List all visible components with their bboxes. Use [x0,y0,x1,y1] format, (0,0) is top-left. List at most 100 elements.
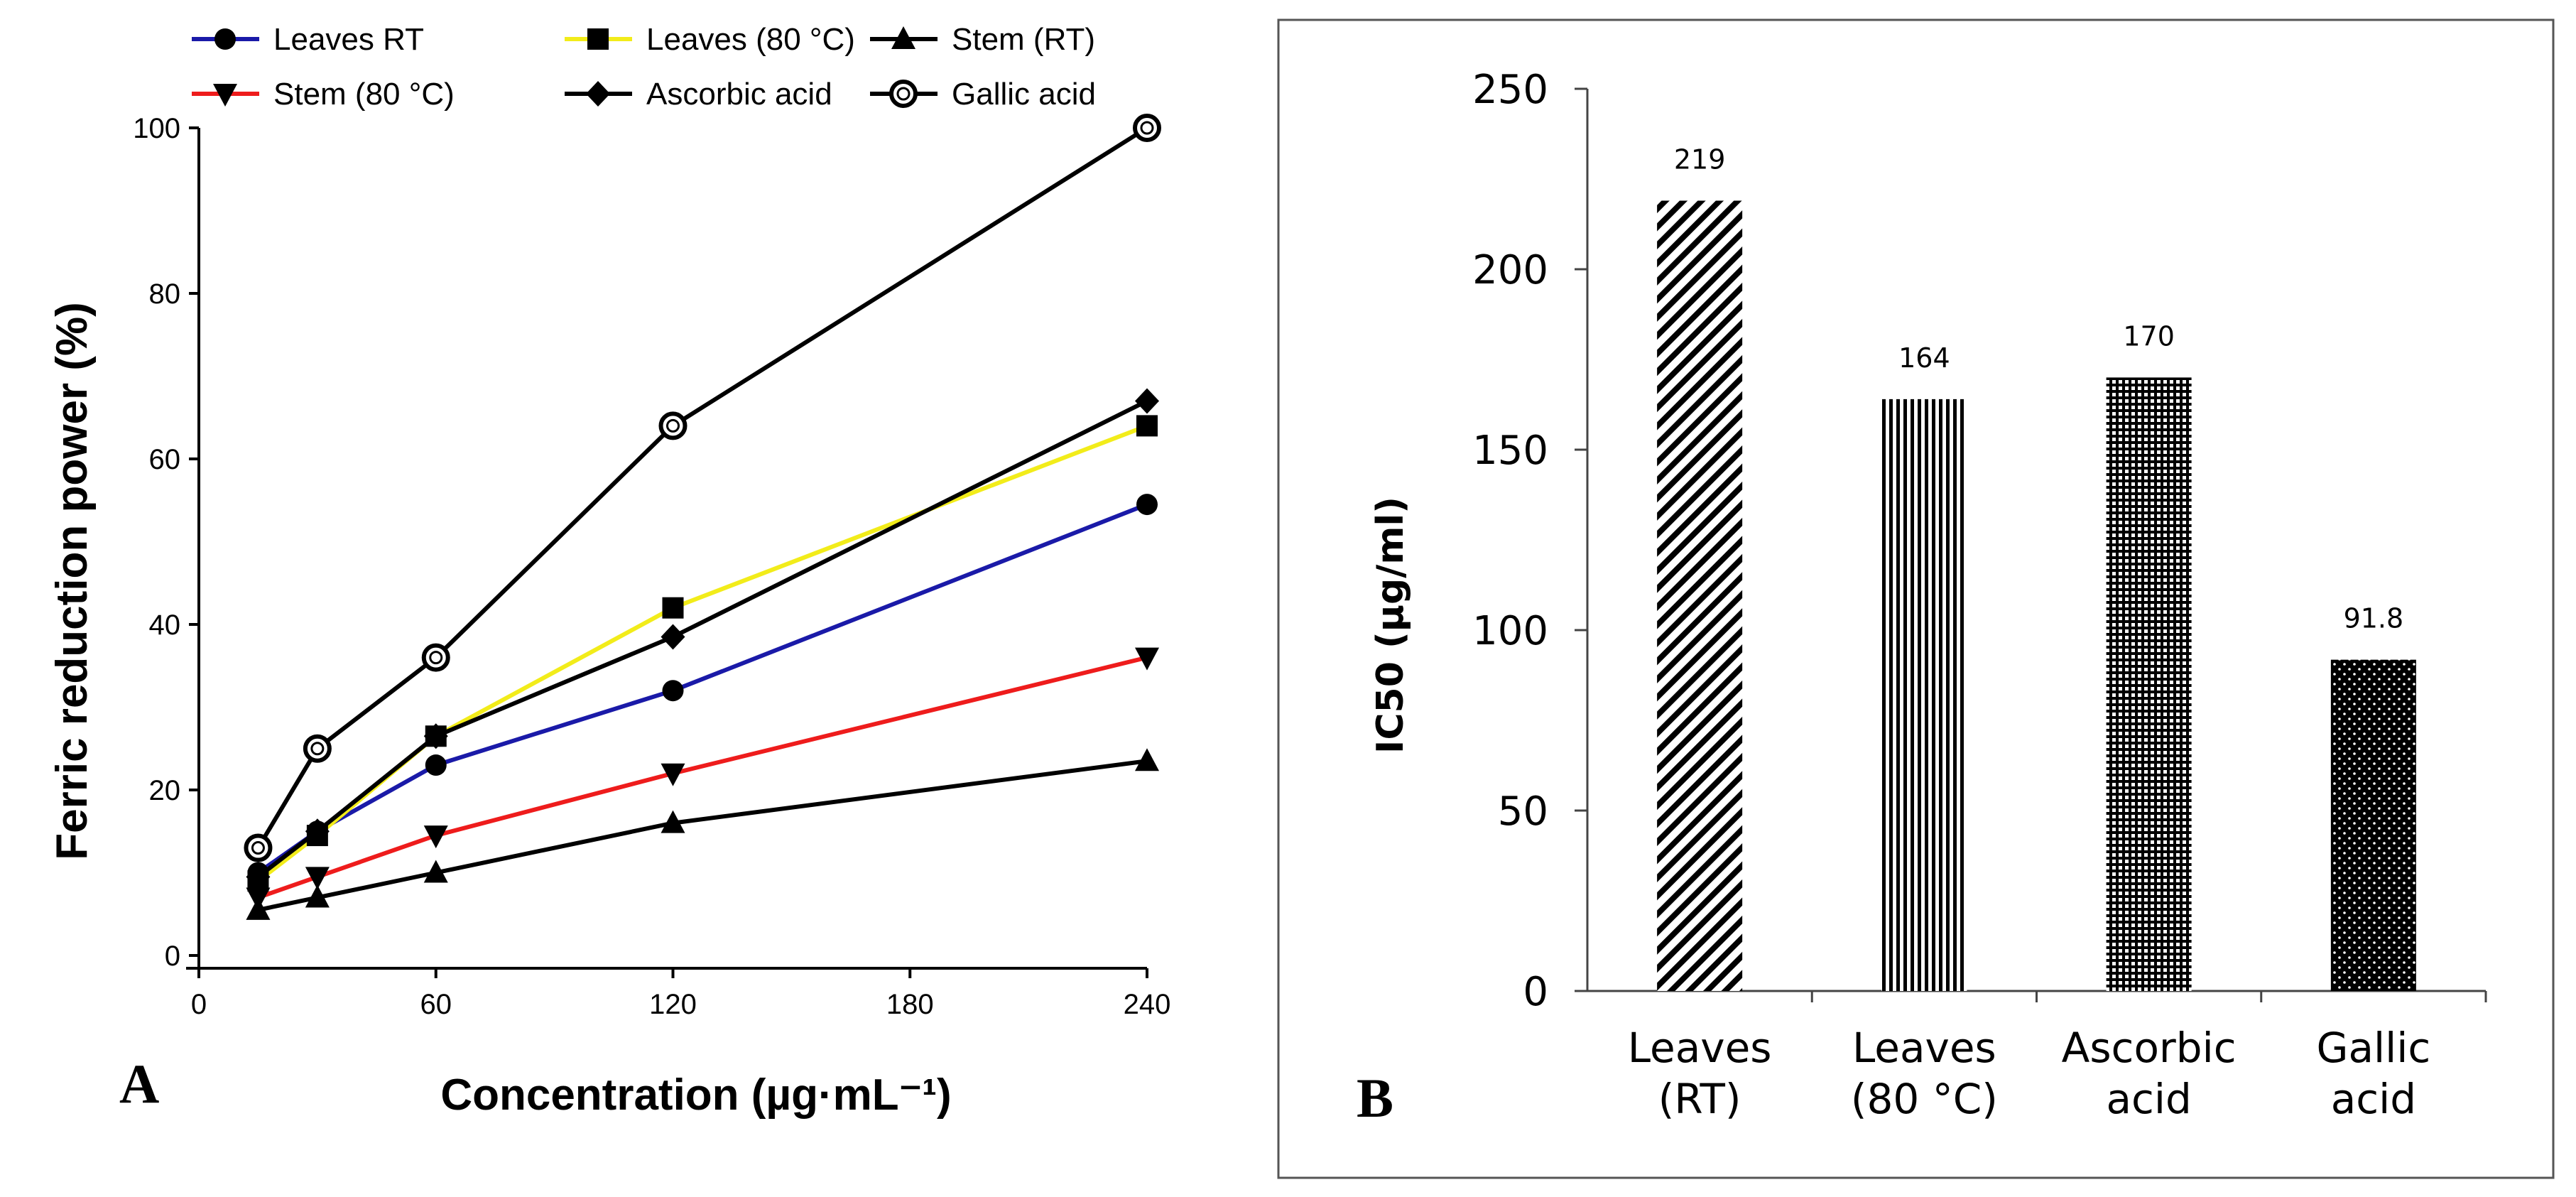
panel-a-x-tick-label: 180 [886,989,934,1020]
data-point [425,754,447,776]
legend-swatch-marker [891,26,915,49]
panel-a-y-tick-label: 80 [149,278,181,310]
bar-group: 164 Leaves(80 °C) [1851,342,1998,1123]
bar-data-label: 170 [2123,320,2175,352]
bar-data-label: 219 [1674,143,1726,175]
panel-a-y-tick-label: 60 [149,444,181,475]
data-point [1135,748,1159,771]
panel-a-x-tick-label: 120 [649,989,697,1020]
series-6 [244,114,1161,862]
series-line [256,126,1148,850]
legend-entry: Stem (RT) [870,22,1095,57]
panel-b-y-tick-label: 200 [1472,247,1548,293]
panel-a-x-axis-label: Concentration (µg·mL⁻¹) [440,1071,951,1120]
data-point [661,810,685,833]
data-point [423,860,448,883]
data-point [1135,388,1159,414]
data-point [246,864,271,890]
legend-swatch-marker [586,81,610,107]
data-point [244,833,273,862]
panel-a-x-tick-label: 60 [420,989,452,1020]
panel-a-label: A [119,1053,159,1115]
bar [2330,659,2416,991]
data-point [1136,494,1158,516]
panel-b-y-tick-label: 0 [1523,969,1548,1015]
panel-b-y-tick-label: 100 [1472,608,1548,654]
panel-b-label: B [1357,1067,1393,1129]
bar [2106,377,2192,991]
bar [1657,200,1743,992]
bar-data-label: 164 [1898,342,1950,374]
data-point [305,867,330,890]
data-point [662,680,684,702]
data-point [246,887,271,911]
series-4 [246,647,1159,911]
data-point-inner [666,418,680,433]
panel-a-series [244,114,1161,920]
data-point [305,884,330,908]
data-point [421,643,450,672]
data-point [423,723,448,749]
data-point-inner [429,651,443,665]
bar [1881,399,1967,991]
bar-category-label: Gallic [2317,1024,2431,1072]
panel-a-x-tick-label: 0 [191,989,207,1020]
series-line [256,423,1148,883]
legend-label: Leaves (80 °C) [646,22,855,57]
series-3 [246,748,1159,920]
legend-label: Leaves RT [273,22,424,57]
bar-category-label-line2: (80 °C) [1851,1075,1998,1123]
series-line [257,759,1148,912]
panel-b-y-tick-label: 50 [1498,789,1548,835]
panel-b-y-tick-label: 250 [1472,67,1548,113]
data-point-inner [1140,121,1154,135]
panel-b-frame [1277,18,2555,1179]
bar-category-label-line2: (RT) [1658,1075,1741,1123]
legend-label: Stem (RT) [952,22,1095,57]
panel-a-y-tick-label: 20 [149,775,181,806]
panel-a-y-tick-label: 0 [165,941,180,972]
data-point [303,734,332,763]
data-point [658,411,688,440]
legend-entry: Leaves (80 °C) [565,22,855,57]
legend-label: Stem (80 °C) [273,77,455,112]
data-point-inner [310,742,325,756]
bar-category-label-line2: acid [2331,1075,2416,1123]
data-point [1136,415,1158,437]
series-5 [246,388,1159,890]
data-point [1133,114,1161,142]
legend-swatch-marker [889,80,918,108]
bar-category-label: Ascorbic [2062,1024,2237,1072]
panel-a-line-chart: Leaves RT Leaves (80 °C) Stem (RT) Stem (80… [48,22,1170,1120]
legend-swatch-marker-inner [896,87,911,101]
data-point [661,763,685,786]
legend-entry: Gallic acid [870,77,1096,112]
panel-a-legend: Leaves RT Leaves (80 °C) Stem (RT) Stem (80… [192,22,1096,112]
panel-b-y-axis-label: IC50 (µg/ml) [1369,497,1412,754]
data-point [662,597,684,619]
panel-a-x-tick-label: 240 [1124,989,1171,1020]
legend-swatch-marker [587,28,609,50]
data-point-inner [251,841,265,855]
data-point [661,624,685,650]
panel-a-axes: 0 20 40 60 80 100 0 60 120 180 240 [133,113,1170,1020]
legend-entry: Leaves RT [192,22,424,57]
bar-category-label: Leaves [1852,1024,1996,1072]
legend-entry: Ascorbic acid [565,77,832,112]
data-point [1135,647,1159,671]
panel-a-y-tick-label: 40 [149,610,181,641]
legend-entry: Stem (80 °C) [192,77,455,112]
data-point [423,825,448,849]
legend-label: Ascorbic acid [646,77,832,112]
bar-group: 219 Leaves(RT) [1628,143,1772,1123]
legend-swatch-marker [213,84,237,107]
panel-a-y-axis-label: Ferric reduction power (%) [48,302,97,860]
bar-category-label: Leaves [1628,1024,1772,1072]
legend-swatch-marker [214,28,236,50]
series-line [256,399,1148,879]
